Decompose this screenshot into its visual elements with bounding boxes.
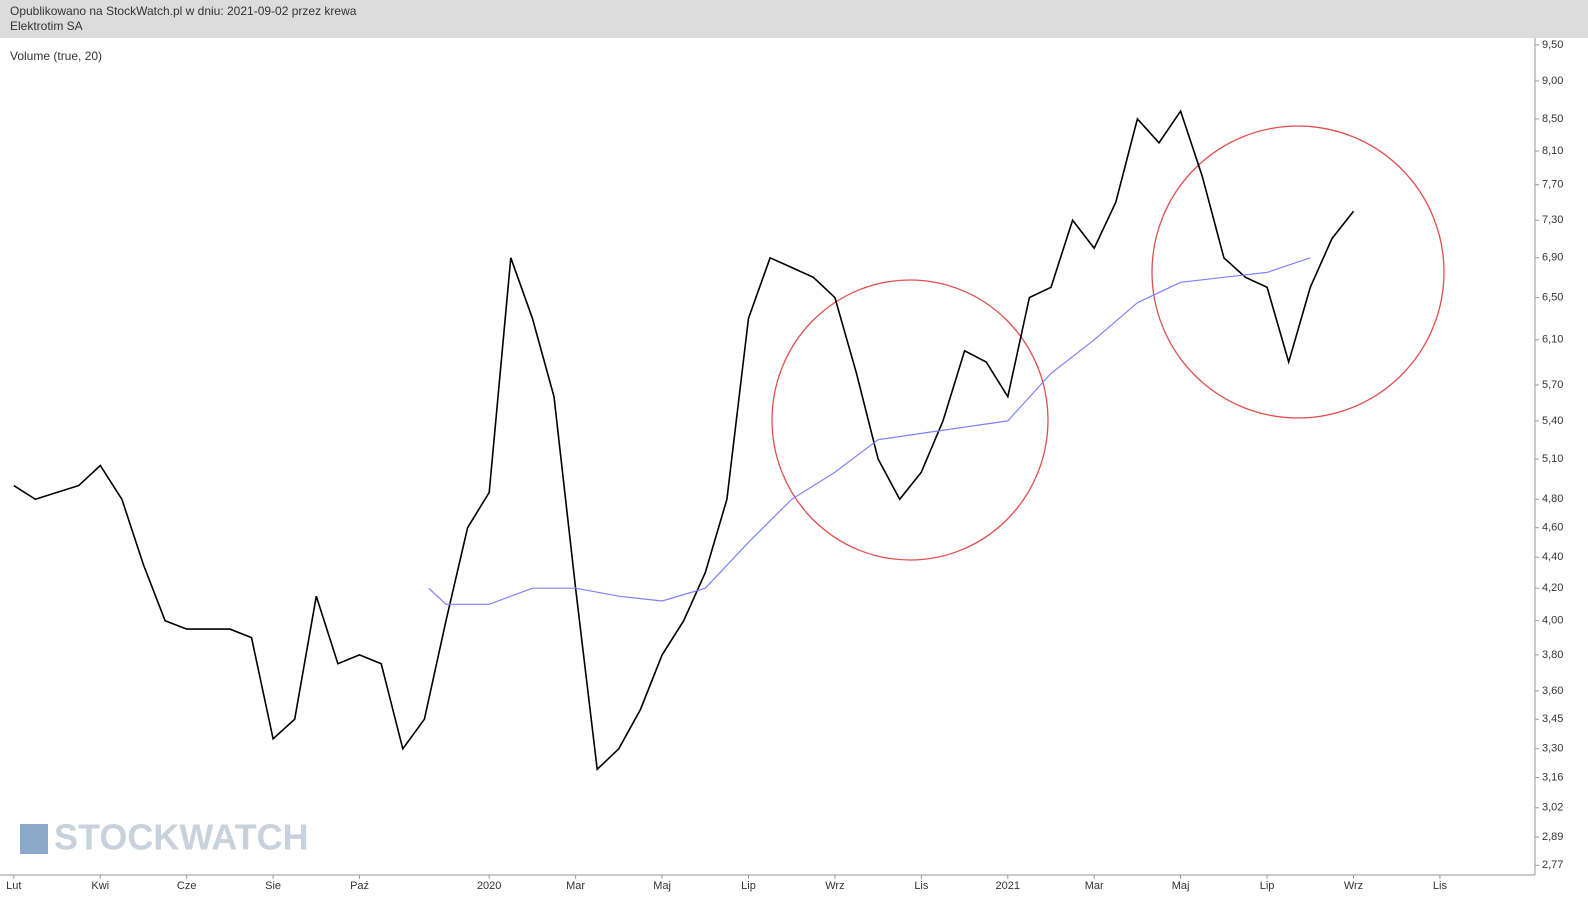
y-tick-label: 4,20 bbox=[1542, 582, 1563, 594]
x-tick-label: Maj bbox=[1172, 880, 1190, 892]
header-line: Opublikowano na StockWatch.pl w dniu: 20… bbox=[10, 4, 357, 18]
y-tick-label: 7,70 bbox=[1542, 179, 1563, 191]
y-tick-label: 9,50 bbox=[1542, 39, 1563, 51]
price-line bbox=[13, 109, 1355, 771]
watermark: STOCKWATCH bbox=[54, 817, 309, 858]
y-tick-label: 6,50 bbox=[1542, 291, 1563, 303]
y-tick-label: 2,77 bbox=[1542, 859, 1563, 871]
y-tick-label: 2,89 bbox=[1542, 831, 1563, 843]
x-tick-label: Wrz bbox=[1344, 880, 1363, 892]
y-tick-label: 5,10 bbox=[1542, 453, 1563, 465]
x-tick-label: Lut bbox=[6, 880, 21, 892]
x-tick-label: Lis bbox=[914, 880, 929, 892]
y-tick-label: 4,60 bbox=[1542, 522, 1563, 534]
x-tick-label: Maj bbox=[653, 880, 671, 892]
y-tick-label: 5,70 bbox=[1542, 379, 1563, 391]
x-tick-label: 2021 bbox=[996, 880, 1020, 892]
y-tick-label: 8,50 bbox=[1542, 113, 1563, 125]
header-line: Elektrotim SA bbox=[10, 19, 83, 33]
y-tick-label: 6,10 bbox=[1542, 334, 1563, 346]
header-bar bbox=[0, 0, 1588, 38]
annotation-circle bbox=[1151, 125, 1445, 419]
y-tick-label: 7,30 bbox=[1542, 214, 1563, 226]
x-tick-label: Paź bbox=[350, 880, 369, 892]
x-tick-label: Mar bbox=[1085, 880, 1104, 892]
y-tick-label: 4,80 bbox=[1542, 493, 1563, 505]
x-tick-label: Wrz bbox=[825, 880, 844, 892]
y-tick-label: 4,40 bbox=[1542, 551, 1563, 563]
x-tick-label: Mar bbox=[566, 880, 585, 892]
x-tick-label: Cze bbox=[177, 880, 197, 892]
y-tick-label: 3,30 bbox=[1542, 743, 1563, 755]
y-tick-label: 5,40 bbox=[1542, 415, 1563, 427]
indicator-label: Volume (true, 20) bbox=[10, 49, 102, 63]
y-tick-label: 9,00 bbox=[1542, 75, 1563, 87]
price-line bbox=[428, 257, 1311, 605]
y-tick-label: 4,00 bbox=[1542, 615, 1563, 627]
x-tick-label: Lip bbox=[1260, 880, 1275, 892]
y-tick-label: 3,60 bbox=[1542, 685, 1563, 697]
y-tick-label: 8,10 bbox=[1542, 145, 1563, 157]
y-tick-label: 3,80 bbox=[1542, 649, 1563, 661]
annotation-circle bbox=[771, 279, 1049, 561]
x-tick-label: Sie bbox=[265, 880, 281, 892]
x-tick-label: Lip bbox=[741, 880, 756, 892]
y-tick-label: 3,45 bbox=[1542, 713, 1563, 725]
y-tick-label: 6,90 bbox=[1542, 252, 1563, 264]
y-tick-label: 3,16 bbox=[1542, 772, 1563, 784]
x-tick-label: 2020 bbox=[477, 880, 501, 892]
watermark-logo bbox=[20, 824, 48, 854]
x-tick-label: Lis bbox=[1433, 880, 1448, 892]
y-tick-label: 3,02 bbox=[1542, 802, 1563, 814]
x-tick-label: Kwi bbox=[91, 880, 109, 892]
